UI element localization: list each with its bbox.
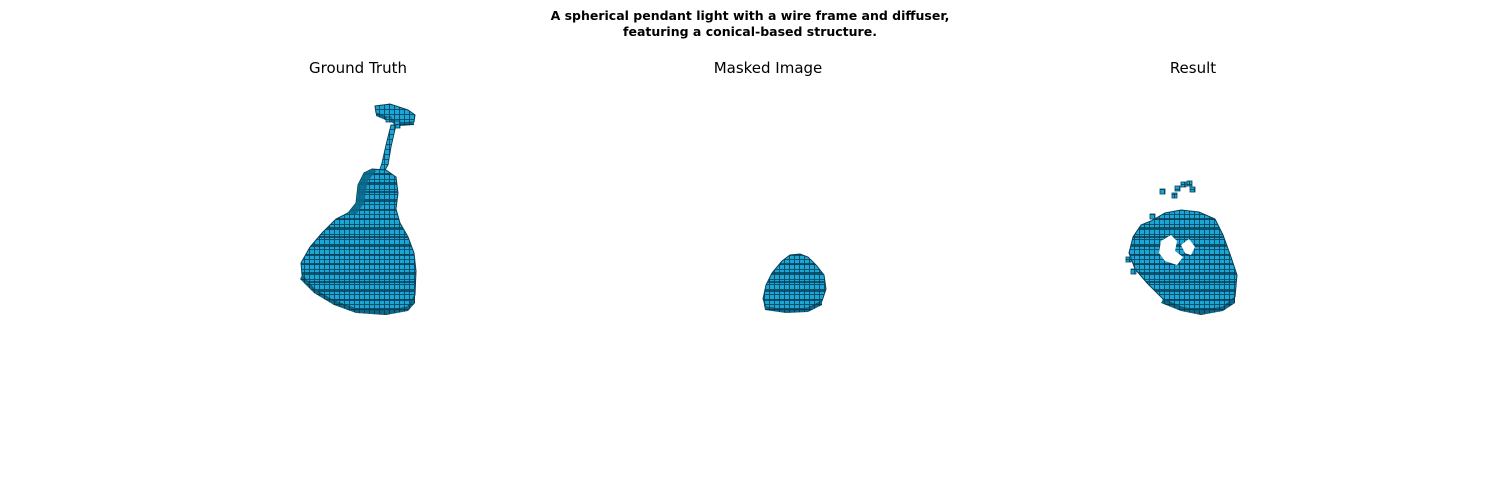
result-body-shape — [1125, 209, 1238, 315]
ground-truth-voxel-render — [300, 103, 417, 315]
figure-title: A spherical pendant light with a wire fr… — [0, 8, 1500, 40]
masked-fragment-shape — [762, 253, 827, 313]
panel-title-result: Result — [1169, 59, 1217, 77]
panel-title-masked-image: Masked Image — [713, 59, 823, 77]
ground-truth-voxel-panel — [150, 85, 570, 485]
result-voxel-render — [1125, 180, 1238, 315]
figure-title-line-2: featuring a conical-based structure. — [623, 24, 877, 39]
masked-image-voxel-render — [762, 253, 827, 313]
lamp-body-shape — [300, 168, 417, 315]
result-voxel-panel — [985, 85, 1405, 485]
canopy-shape — [374, 103, 416, 129]
figure-title-line-1: A spherical pendant light with a wire fr… — [550, 8, 950, 23]
cord-shape — [377, 124, 397, 176]
panel-title-ground-truth: Ground Truth — [309, 59, 407, 77]
masked-image-voxel-panel — [560, 85, 980, 485]
result-floating-voxels — [1159, 180, 1196, 199]
